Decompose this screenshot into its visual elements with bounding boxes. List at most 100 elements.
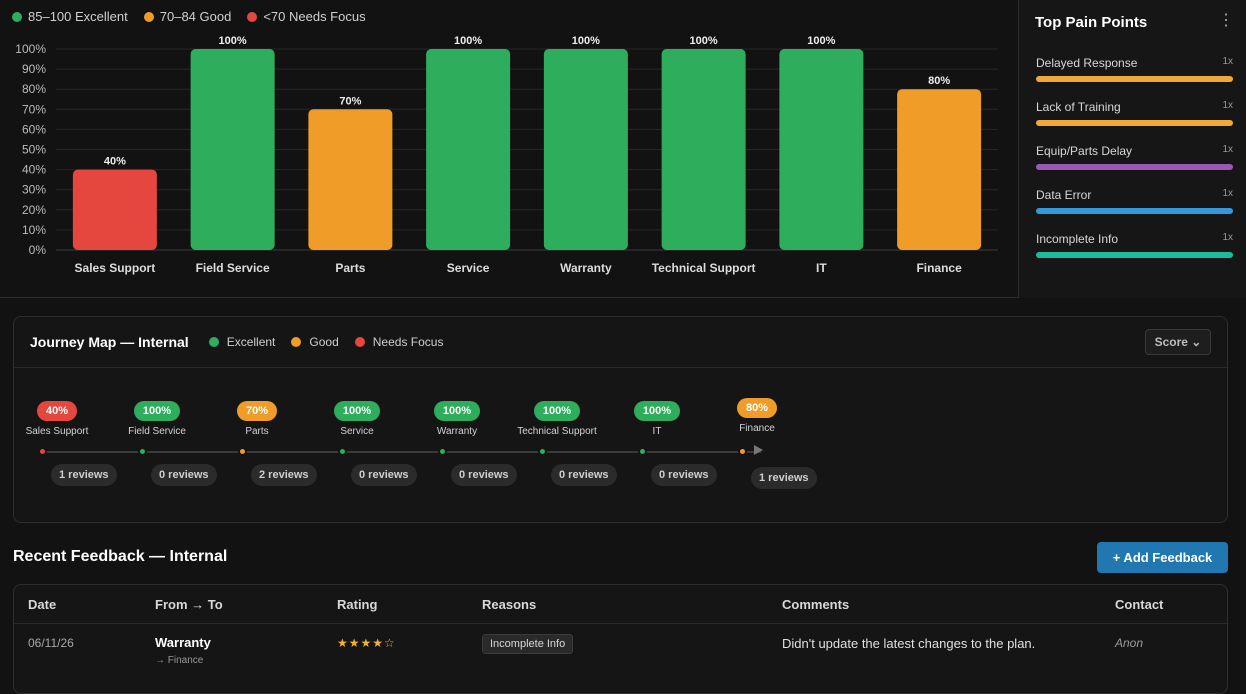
more-options-icon[interactable]: ⋮	[1218, 12, 1234, 29]
stage-reviews-badge[interactable]: 1 reviews	[751, 467, 817, 489]
track-arrow-icon	[754, 445, 763, 455]
pain-point-row: Lack of Training 1x	[1036, 100, 1233, 114]
journey-stage[interactable]: 100% Field Service	[101, 401, 213, 437]
journey-stage[interactable]: 100% IT	[601, 401, 713, 437]
rating-stars: ★★★★☆	[337, 636, 396, 650]
feedback-table: Date From → To Rating Reasons Comments C…	[13, 584, 1228, 694]
stage-name: Service	[340, 426, 374, 437]
pain-point-item[interactable]: Lack of Training 1x	[1036, 100, 1233, 126]
legend-label: Needs Focus	[372, 335, 444, 349]
journey-stage[interactable]: 80% Finance	[701, 398, 813, 434]
legend-good: 70–84 Good	[143, 9, 231, 24]
stage-score-pill: 100%	[633, 401, 681, 421]
bar-value-label: 70%	[339, 95, 361, 107]
y-tick-label: 100%	[15, 42, 46, 56]
stage-score-pill: 70%	[236, 401, 278, 421]
journey-map-header: Journey Map — Internal Excellent Good Ne…	[14, 317, 1227, 368]
pain-point-item[interactable]: Delayed Response 1x	[1036, 56, 1233, 82]
score-chart: 0% 10% 20% 30% 40% 50% 60% 70% 80% 90% 100% 40% Sale…	[0, 0, 1018, 298]
stage-name: Warranty	[436, 426, 478, 437]
journey-stage[interactable]: 40% Sales Support	[1, 401, 113, 437]
stage-name: IT	[652, 426, 662, 437]
journey-track-line	[41, 451, 761, 453]
legend-label: <70 Needs Focus	[263, 9, 366, 24]
stage-reviews-badge[interactable]: 0 reviews	[151, 464, 217, 486]
legend-label: Excellent	[226, 335, 276, 349]
bar	[72, 169, 157, 250]
bar-value-label: 100%	[454, 35, 482, 47]
x-tick-label: Warranty	[560, 261, 612, 275]
pain-point-label: Delayed Response	[1036, 56, 1138, 70]
col-rating[interactable]: Rating	[337, 597, 378, 612]
stage-reviews-badge[interactable]: 0 reviews	[451, 464, 517, 486]
bar-value-label: 100%	[572, 35, 600, 47]
pain-point-count: 1x	[1222, 144, 1233, 155]
pain-point-bar	[1036, 164, 1233, 170]
journey-stage[interactable]: 100% Warranty	[401, 401, 513, 437]
pain-points-panel: Top Pain Points ⋮ Delayed Response 1x Lack…	[1018, 0, 1246, 298]
top-panel: 0% 10% 20% 30% 40% 50% 60% 70% 80% 90% 100% 40% Sale…	[0, 0, 1246, 298]
journey-stage[interactable]: 100% Technical Support	[501, 401, 613, 437]
stage-score-pill: 80%	[736, 398, 778, 418]
stage-reviews-badge[interactable]: 0 reviews	[551, 464, 617, 486]
y-tick-label: 40%	[22, 163, 46, 177]
legend-excellent: 85–100 Excellent	[12, 9, 128, 24]
col-reasons[interactable]: Reasons	[482, 597, 537, 612]
pain-point-bar	[1036, 76, 1233, 82]
bar-value-label: 100%	[690, 35, 718, 47]
y-tick-label: 10%	[22, 223, 46, 237]
x-tick-label: Sales Support	[75, 261, 156, 275]
col-comments[interactable]: Comments	[782, 597, 850, 612]
y-tick-label: 90%	[22, 62, 46, 76]
pain-point-row: Incomplete Info 1x	[1036, 232, 1233, 246]
y-tick-label: 70%	[22, 102, 46, 116]
bar	[897, 89, 982, 250]
pain-point-bar	[1036, 120, 1233, 126]
stage-score-pill: 100%	[133, 401, 181, 421]
pain-point-row: Data Error 1x	[1036, 188, 1233, 202]
add-feedback-button[interactable]: + Add Feedback	[1097, 542, 1228, 573]
pain-point-count: 1x	[1222, 56, 1233, 67]
col-date[interactable]: Date	[28, 597, 57, 612]
stage-node	[438, 447, 447, 456]
journey-legend-good: Good	[291, 335, 339, 349]
stage-reviews-badge[interactable]: 0 reviews	[651, 464, 717, 486]
pain-point-row: Delayed Response 1x	[1036, 56, 1233, 70]
stage-score-pill: 100%	[533, 401, 581, 421]
stage-name: Field Service	[128, 426, 186, 437]
stage-reviews-badge[interactable]: 2 reviews	[251, 464, 317, 486]
bar	[779, 49, 864, 250]
bar-value-label: 100%	[807, 35, 835, 47]
pain-point-label: Incomplete Info	[1036, 232, 1119, 246]
stage-reviews-badge[interactable]: 0 reviews	[351, 464, 417, 486]
col-contact[interactable]: Contact	[1115, 597, 1164, 612]
legend-dot	[208, 337, 219, 347]
table-header-divider	[14, 623, 1227, 624]
row-reasons: Incomplete Info	[482, 634, 574, 654]
pain-points-title: Top Pain Points	[1035, 14, 1148, 31]
stage-node	[538, 447, 547, 456]
x-tick-label: Technical Support	[652, 261, 756, 275]
bar	[190, 49, 275, 250]
pain-point-item[interactable]: Equip/Parts Delay 1x	[1036, 144, 1233, 170]
stage-reviews-badge[interactable]: 1 reviews	[51, 464, 117, 486]
pain-point-count: 1x	[1222, 188, 1233, 199]
stage-score-pill: 100%	[433, 401, 481, 421]
y-tick-label: 30%	[22, 183, 46, 197]
journey-legend-excellent: Excellent	[208, 335, 276, 349]
bar	[308, 109, 393, 250]
col-from-to[interactable]: From → To	[155, 597, 223, 612]
pain-point-item[interactable]: Incomplete Info 1x	[1036, 232, 1233, 258]
journey-stage[interactable]: 70% Parts	[201, 401, 313, 437]
stage-name: Technical Support	[517, 426, 597, 437]
pain-point-bar	[1036, 208, 1233, 214]
journey-map-title: Journey Map — Internal	[30, 334, 189, 350]
row-contact: Anon	[1115, 636, 1144, 650]
x-tick-label: Finance	[916, 261, 962, 275]
legend-dot	[12, 11, 22, 22]
stage-node	[138, 447, 147, 456]
pain-point-item[interactable]: Data Error 1x	[1036, 188, 1233, 214]
journey-stage[interactable]: 100% Service	[301, 401, 413, 437]
score-sort-button[interactable]: Score ⌄	[1145, 329, 1211, 355]
stage-node	[338, 447, 347, 456]
